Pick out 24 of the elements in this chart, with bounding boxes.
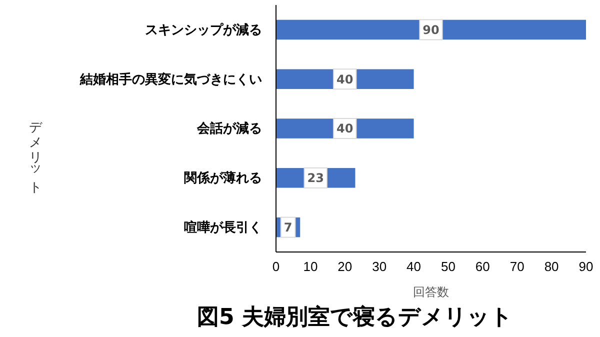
x-tick-label: 40 xyxy=(406,259,422,274)
x-tick-label: 20 xyxy=(338,259,352,274)
bar xyxy=(276,20,586,40)
data-label: 90 xyxy=(422,22,440,37)
x-tick-label: 50 xyxy=(440,259,456,274)
data-label: 23 xyxy=(307,171,324,186)
data-label: 40 xyxy=(336,72,354,86)
y-axis-title: デメリット xyxy=(28,112,42,194)
x-axis-title: 回答数 xyxy=(413,285,449,299)
y-tick-label: 会話が減る xyxy=(196,120,262,136)
x-tick-label: 60 xyxy=(475,259,490,274)
y-tick-label: スキンシップが減る xyxy=(145,22,262,37)
x-tick-label: 10 xyxy=(303,259,318,274)
x-tick-label: 80 xyxy=(544,259,559,274)
data-label: 7 xyxy=(284,220,292,234)
y-tick-label: 結婚相手の異変に気づきにくい xyxy=(79,71,262,86)
x-tick-label: 30 xyxy=(372,259,387,274)
x-tick-label: 0 xyxy=(272,259,280,274)
y-tick-label: 関係が薄れる xyxy=(184,170,262,186)
x-tick-label: 70 xyxy=(510,259,524,274)
x-tick-label: 90 xyxy=(578,259,594,274)
data-label: 40 xyxy=(336,122,354,136)
text: 図5 夫婦別室で寝るデメリット xyxy=(197,304,513,330)
y-tick-label: 喧嘩が長引く xyxy=(184,219,262,234)
